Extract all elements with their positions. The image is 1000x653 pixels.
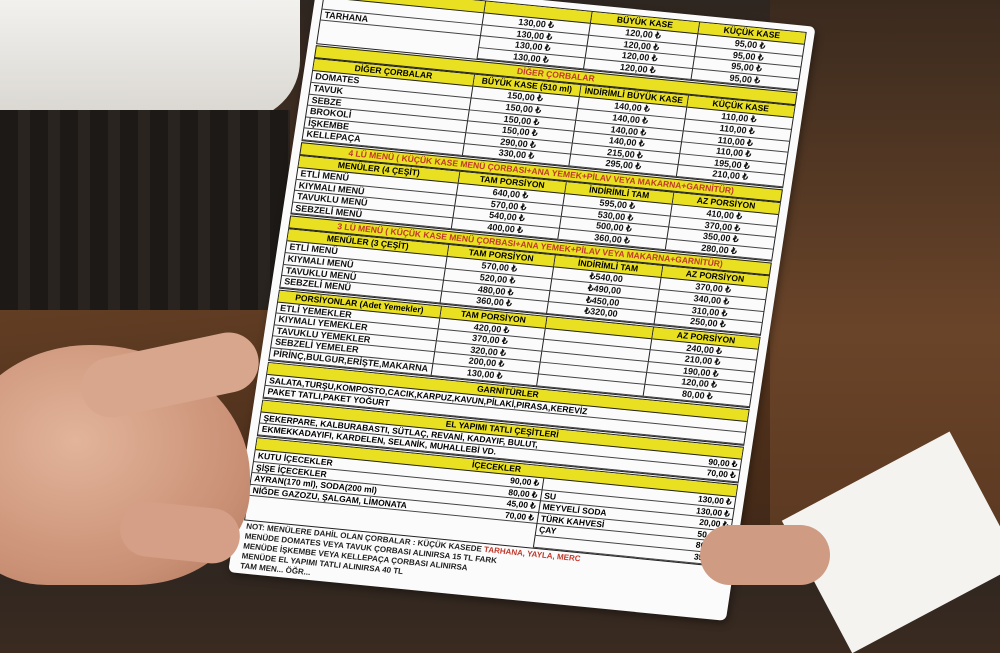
price-column: İNDİRİMLİ TAM 595,00 ₺ 530,00 ₺ 500,00 ₺ 360… [557, 182, 673, 251]
drink-price: 70,00 ₺ [504, 509, 535, 523]
price-column: TAM PORSİYON 570,00 ₺ 520,00 ₺ 480,00 ₺ 360,… [439, 245, 555, 314]
price-column: AZ PORSİYON 240,00 ₺ 210,00 ₺ 190,00 ₺ 120,0… [642, 327, 760, 407]
drink-name: ÇAY [538, 524, 558, 537]
item-name-column: DİĞER ÇORBALAR DOMATES TAVUK SEBZE BROKOLİ İŞ… [302, 59, 474, 156]
item-name-column: PORSİYONLAR (Adet Yemekler) ETLİ YEMEKLER… [269, 290, 441, 376]
price-column: KÜÇÜK KASE 95,00 ₺ 95,00 ₺ 95,00 ₺ 95,00 ₺ [689, 22, 806, 91]
price-column: AZ PORSİYON 410,00 ₺ 370,00 ₺ 350,00 ₺ 280,0… [664, 192, 780, 261]
white-cloth [0, 0, 300, 120]
right-hand [700, 525, 830, 585]
price-column: KÜÇÜK KASE 110,00 ₺ 110,00 ₺ 110,00 ₺ 110,00… [675, 95, 795, 188]
price-column: TAM PORSİYON 640,00 ₺ 570,00 ₺ 540,00 ₺ 400,… [450, 171, 566, 240]
price-sections: TARHANA 130,00 ₺ 130,00 ₺ 130,00 ₺ 130,00 ₺… [268, 0, 807, 408]
price-column [536, 316, 654, 397]
drink-name: SU [543, 490, 557, 502]
price-column: İNDİRİMLİ TAM ₺540,00 ₺490,00 ₺450,00 ₺320,0… [546, 255, 662, 325]
drink-name [545, 479, 549, 490]
chair-background [0, 110, 290, 310]
price-column: BÜYÜK KASE 120,00 ₺ 120,00 ₺ 120,00 ₺ 120,00… [583, 11, 699, 81]
price-column: 130,00 ₺ 130,00 ₺ 130,00 ₺ 130,00 ₺ [476, 1, 592, 70]
price-column: BÜYÜK KASE (510 ml) 150,00 ₺ 150,00 ₺ 150,0… [461, 75, 581, 167]
price-column: AZ PORSİYON 370,00 ₺ 340,00 ₺ 310,00 ₺ 250,0… [653, 266, 769, 335]
drink-name [537, 536, 541, 547]
price-column: İNDİRİMLİ BÜYÜK KASE 140,00 ₺ 140,00 ₺ 140,… [568, 85, 688, 177]
price-column: TAM PORSİYON 420,00 ₺ 370,00 ₺ 320,00 ₺ 200,… [430, 306, 547, 386]
